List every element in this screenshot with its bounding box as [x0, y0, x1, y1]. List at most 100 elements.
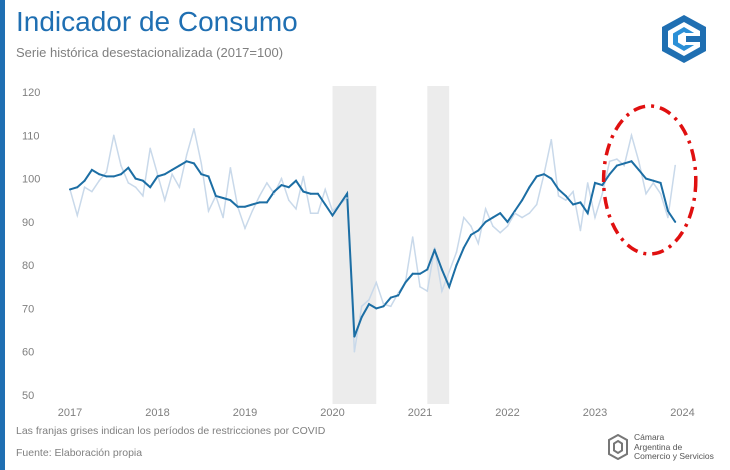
- data-point-main: [273, 190, 276, 193]
- data-point-raw: [419, 285, 421, 288]
- data-point-main: [608, 173, 611, 176]
- data-point-raw: [565, 199, 567, 202]
- data-point-raw: [601, 192, 604, 195]
- data-point-raw: [171, 173, 173, 176]
- data-point-main: [105, 175, 108, 178]
- data-point-raw: [258, 195, 261, 197]
- data-point-raw: [608, 160, 611, 163]
- brand-line-2: Argentina de: [634, 441, 683, 452]
- data-point-raw: [667, 216, 669, 219]
- data-point-raw: [492, 225, 494, 227]
- data-point-main: [637, 168, 640, 171]
- data-point-main: [389, 296, 392, 299]
- x-tick-label: 2018: [145, 407, 169, 419]
- data-point-raw: [273, 192, 275, 195]
- data-point-raw: [353, 350, 356, 353]
- data-point-raw: [360, 305, 363, 308]
- y-tick-label: 80: [22, 260, 34, 272]
- data-point-raw: [645, 192, 647, 195]
- y-tick-label: 110: [22, 130, 40, 142]
- y-tick-label: 100: [22, 174, 40, 186]
- x-tick-label: 2023: [583, 407, 607, 419]
- data-point-main: [535, 175, 538, 178]
- data-points: [69, 127, 677, 353]
- data-point-main: [251, 203, 254, 206]
- x-tick-label: 2020: [320, 407, 344, 419]
- data-point-main: [309, 192, 312, 195]
- data-point-main: [440, 268, 443, 271]
- data-point-main: [171, 168, 174, 171]
- data-point-main: [367, 303, 370, 306]
- data-point-main: [178, 164, 181, 167]
- data-point-main: [83, 179, 86, 182]
- data-point-main: [324, 203, 327, 206]
- data-point-raw: [470, 225, 472, 227]
- data-point-main: [528, 186, 531, 189]
- brand-footer: Cámara Argentina de Comercio y Servicios: [608, 432, 718, 464]
- data-point-raw: [477, 242, 480, 245]
- x-tick-label: 2019: [233, 407, 257, 419]
- data-point-raw: [572, 190, 574, 193]
- data-point-raw: [302, 175, 305, 178]
- data-point-main: [331, 214, 334, 217]
- y-tick-label: 60: [22, 347, 34, 359]
- x-tick-label: 2022: [495, 407, 519, 419]
- y-tick-label: 90: [22, 217, 34, 229]
- covid-band-2: [427, 86, 450, 404]
- data-point-main: [185, 160, 188, 163]
- data-point-raw: [193, 127, 195, 130]
- source-note: Fuente: Elaboración propia: [16, 447, 143, 459]
- data-point-main: [513, 210, 516, 213]
- x-tick-label: 2021: [408, 407, 432, 419]
- data-point-raw: [382, 303, 385, 305]
- data-point-raw: [594, 216, 596, 219]
- data-point-raw: [659, 192, 662, 195]
- chart-title: Indicador de Consumo: [16, 6, 298, 37]
- brand-line-1: Cámara: [634, 432, 665, 442]
- data-point-main: [499, 212, 502, 215]
- data-point-main: [69, 188, 71, 191]
- data-point-raw: [630, 134, 633, 137]
- data-point-raw: [375, 281, 378, 284]
- data-point-raw: [616, 158, 618, 160]
- data-point-main: [557, 188, 560, 191]
- data-point-main: [674, 220, 677, 223]
- data-point-main: [572, 203, 575, 206]
- series-line-main: [69, 160, 677, 337]
- data-point-main: [564, 194, 567, 197]
- data-point-raw: [142, 195, 144, 197]
- data-point-main: [586, 212, 589, 215]
- y-tick-label: 50: [22, 390, 34, 402]
- data-point-main: [433, 248, 436, 251]
- data-point-raw: [178, 186, 181, 189]
- data-point-main: [192, 162, 195, 165]
- data-point-raw: [411, 236, 414, 238]
- covid-note: Las franjas grises indican los períodos …: [16, 425, 326, 437]
- y-axis: 120 110 100 90 80 70 60 50: [22, 87, 40, 402]
- data-point-raw: [433, 247, 436, 249]
- data-point-main: [76, 186, 79, 189]
- data-point-raw: [309, 212, 312, 214]
- data-point-raw: [91, 190, 93, 193]
- data-point-main: [455, 264, 458, 267]
- data-point-main: [601, 184, 604, 187]
- data-point-main: [316, 192, 319, 195]
- data-point-main: [615, 164, 618, 167]
- data-point-main: [462, 246, 465, 249]
- data-point-main: [506, 220, 509, 223]
- data-point-main: [338, 203, 341, 206]
- data-point-main: [258, 201, 261, 204]
- data-point-raw: [579, 229, 582, 232]
- data-point-main: [382, 305, 385, 308]
- data-point-raw: [506, 225, 509, 227]
- data-point-raw: [112, 134, 115, 137]
- data-point-main: [295, 179, 298, 182]
- data-point-main: [149, 186, 152, 189]
- data-point-raw: [229, 166, 232, 169]
- y-tick-label: 70: [22, 303, 34, 315]
- data-point-main: [120, 173, 123, 176]
- data-point-raw: [324, 188, 327, 191]
- data-point-main: [214, 194, 217, 197]
- data-point-main: [302, 190, 305, 193]
- data-point-main: [127, 166, 130, 169]
